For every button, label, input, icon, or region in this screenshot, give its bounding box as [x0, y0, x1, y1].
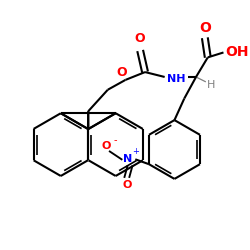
Text: NH: NH [167, 74, 186, 84]
Text: O: O [123, 180, 132, 190]
Text: -: - [114, 135, 117, 145]
Text: O: O [101, 140, 110, 150]
Text: +: + [132, 147, 139, 156]
Text: H: H [206, 80, 215, 90]
Text: O: O [135, 32, 145, 45]
Text: OH: OH [226, 46, 249, 60]
Text: O: O [116, 66, 127, 78]
Text: N: N [123, 154, 132, 164]
Text: O: O [199, 21, 211, 35]
